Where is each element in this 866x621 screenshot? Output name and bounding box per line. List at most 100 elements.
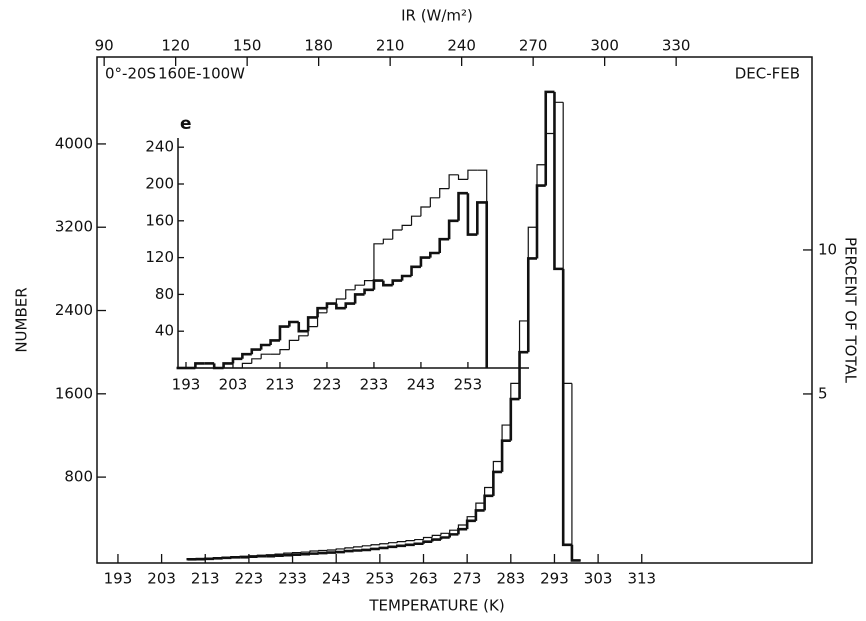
histogram-step [343,549,354,553]
histogram-step [484,486,494,504]
histogram-step [448,174,459,189]
annotation: 160E-100W [158,65,245,83]
histogram-step [449,529,459,534]
histogram-step [318,549,328,552]
y-tick-label: 4000 [55,134,93,152]
y-tick-label: 80 [155,285,174,303]
histogram-step [553,101,564,134]
histogram-step [274,553,284,555]
histogram-step [326,303,337,313]
histogram-step [467,169,478,180]
histogram-step [431,534,441,538]
histogram-step [230,556,241,558]
histogram-step [410,215,421,226]
histogram-step [282,553,293,557]
histogram-step [259,343,271,350]
histogram-step [231,357,243,364]
histogram-step [279,349,290,355]
y-axis-label: NUMBER [13,287,31,352]
histogram-step [256,554,267,558]
histogram-step [400,274,412,281]
histogram-step [353,546,363,548]
histogram-step [392,229,403,240]
y-tick-label: 2400 [55,301,93,319]
histogram-step [269,339,280,345]
histogram-step [373,243,384,281]
histogram-step [334,550,345,554]
y2-axis-label: PERCENT OF TOTAL [842,237,860,384]
histogram-step [361,545,372,547]
x-tick-label: 213 [191,570,220,588]
x2-tick-label: 240 [447,37,476,55]
x-tick-label: 303 [584,570,613,588]
histogram-step [309,550,319,553]
annotation: 0°-20S [105,65,156,83]
x-tick-label: 223 [235,570,264,588]
x-tick-label: 283 [496,570,525,588]
histogram-step [526,257,537,353]
histogram-step [414,538,424,541]
histogram-step [544,90,555,186]
histogram-step [297,322,309,333]
histogram-step [396,541,407,543]
histogram-step [335,303,346,310]
histogram-step [474,509,485,521]
histogram-step [325,302,337,309]
histogram-step [363,288,374,295]
histogram-step [317,551,328,555]
histogram-step [299,552,311,556]
histogram-step [535,184,546,259]
histogram-step [370,544,380,546]
histogram-step [571,383,581,561]
histogram-step [457,174,468,180]
histogram-step [241,362,252,368]
histogram-step [501,424,511,462]
histogram-step [429,197,440,207]
histogram-step [483,494,494,511]
histogram-step [278,325,290,341]
x-tick-label: 243 [407,376,436,394]
histogram-step [553,91,564,271]
x2-tick-label: 270 [519,37,548,55]
histogram-step [457,527,468,535]
histogram-step [291,551,302,554]
histogram-step [300,551,311,553]
histogram-step [404,543,415,547]
histogram-step [306,316,318,332]
histogram-step [335,548,345,550]
histogram-step [316,312,327,327]
histogram-step [466,193,478,236]
histogram-step [475,502,485,517]
histogram-step [187,558,197,561]
annotation: DEC-FEB [735,65,800,83]
histogram-step [250,348,262,355]
histogram-step [419,256,431,267]
histogram-step [213,557,223,559]
histogram-step [420,206,431,217]
histogram-step [562,102,572,385]
panel-label: e [180,114,192,134]
histogram-step [561,268,572,547]
histogram-step [545,132,555,165]
x-tick-label: 243 [322,570,351,588]
histogram-step [518,350,529,400]
histogram-step [378,546,389,550]
histogram-step [466,516,476,525]
histogram-step [194,362,205,368]
y-tick-label: 800 [64,468,93,486]
histogram-step [326,549,337,551]
x2-tick-label: 300 [590,37,619,55]
histogram-step [372,279,384,290]
histogram-step [307,326,318,336]
x-tick-label: 203 [147,570,176,588]
x2-tick-label: 150 [233,37,262,55]
x2-tick-label: 90 [95,37,114,55]
histogram-step [288,339,299,350]
y-tick-label: 40 [155,322,174,340]
histogram-step [379,543,389,545]
x2-axis-label: IR (W/m²) [401,7,473,25]
histogram-step [429,251,440,258]
x-tick-label: 213 [266,376,295,394]
histogram-step [422,536,433,540]
histogram-step [308,552,319,555]
